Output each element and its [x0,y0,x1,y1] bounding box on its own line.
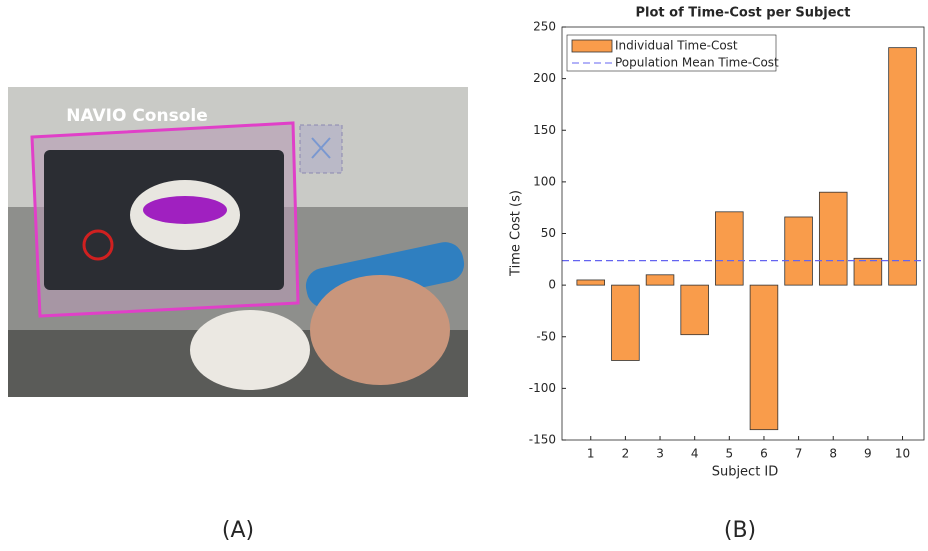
x-tick-label: 10 [895,447,910,461]
legend-label: Population Mean Time-Cost [615,56,779,70]
panel-label: (A) [222,518,254,543]
bone-region [143,196,227,224]
y-tick-label: -150 [529,433,556,447]
x-axis-label: Subject ID [712,465,779,480]
photo-label: NAVIO Console [66,106,208,126]
legend-swatch [571,39,613,53]
x-tick-label: 7 [795,447,803,461]
bar [749,284,779,431]
x-tick-label: 8 [829,447,837,461]
x-tick-label: 2 [622,447,630,461]
bone-model [190,310,310,390]
axes-box [561,26,925,441]
y-tick-label: 150 [533,123,556,137]
photo: NAVIO Console [8,87,468,397]
bar [611,284,640,361]
legend-label: Individual Time-Cost [615,39,738,53]
bar [818,191,848,286]
x-tick-label: 6 [760,447,768,461]
x-tick-label: 9 [864,447,872,461]
y-tick-label: 50 [541,226,556,240]
hand [310,275,450,385]
y-axis-label: Time Cost (s) [509,190,524,277]
chart-title: Plot of Time-Cost per Subject [636,6,851,21]
y-tick-label: 200 [533,71,556,85]
y-tick-label: 100 [533,174,556,188]
bar [784,216,813,286]
y-tick-label: -100 [529,381,556,395]
bar [888,47,917,286]
x-tick-label: 3 [656,447,664,461]
bar [576,279,606,286]
bar [645,274,675,286]
y-tick-label: 250 [533,20,556,34]
icon [82,229,114,261]
bar [853,257,883,286]
bar [715,211,744,286]
x-tick-label: 4 [691,447,699,461]
x-tick-label: 5 [725,447,733,461]
x-tick-label: 1 [587,447,595,461]
panel-label: (B) [724,518,756,543]
y-tick-label: -50 [536,329,556,343]
close-icon [311,137,331,159]
y-tick-label: 0 [548,278,556,292]
bar [680,284,709,336]
